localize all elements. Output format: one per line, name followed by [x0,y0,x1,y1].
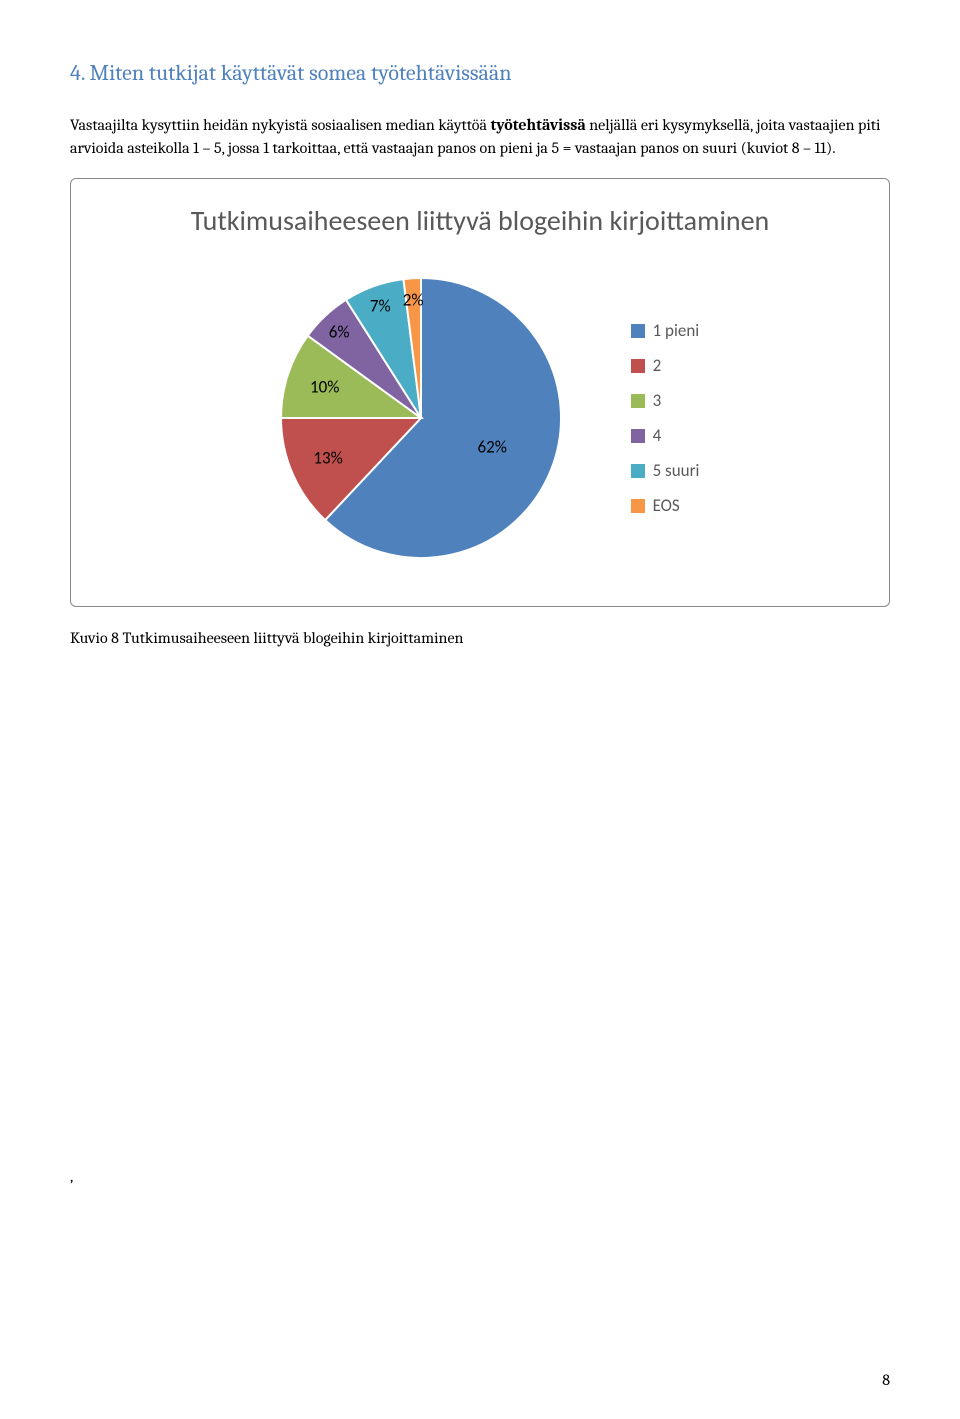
section-heading: 4. Miten tutkijat käyttävät somea työteh… [70,60,890,86]
legend-swatch [631,324,645,338]
legend-swatch [631,429,645,443]
pie-slice-label: 7% [370,296,391,317]
chart-legend: 1 pieni 2 3 4 5 suuri EOS [631,320,700,516]
pie-slice-label: 62% [477,436,506,457]
legend-item: 5 suuri [631,460,700,481]
intro-paragraph: Vastaajilta kysyttiin heidän nykyistä so… [70,114,890,160]
page-number: 8 [882,1371,890,1389]
legend-item: EOS [631,495,700,516]
stray-text: , [70,1167,890,1185]
chart-title: Tutkimusaiheeseen liittyvä blogeihin kir… [99,203,861,238]
chart-container: Tutkimusaiheeseen liittyvä blogeihin kir… [70,178,890,607]
chart-caption: Kuvio 8 Tutkimusaiheeseen liittyvä bloge… [70,629,890,647]
legend-item: 3 [631,390,700,411]
pie-slice-label: 2% [403,289,424,310]
legend-swatch [631,464,645,478]
legend-item: 4 [631,425,700,446]
legend-swatch [631,499,645,513]
pie-slice-label: 10% [310,377,339,398]
pie-chart: 62% 13% 10% 6% 7% 2% [261,258,581,578]
legend-label: 4 [653,425,662,446]
legend-label: 1 pieni [653,320,700,341]
legend-item: 1 pieni [631,320,700,341]
legend-label: EOS [653,495,680,516]
legend-swatch [631,359,645,373]
legend-item: 2 [631,355,700,376]
legend-swatch [631,394,645,408]
pie-slice-label: 13% [313,448,342,469]
legend-label: 2 [653,355,662,376]
chart-body: 62% 13% 10% 6% 7% 2% 1 pieni 2 3 4 5 suuri EOS [99,258,861,578]
pie-slice-label: 6% [329,321,350,342]
legend-label: 3 [653,390,662,411]
legend-label: 5 suuri [653,460,700,481]
